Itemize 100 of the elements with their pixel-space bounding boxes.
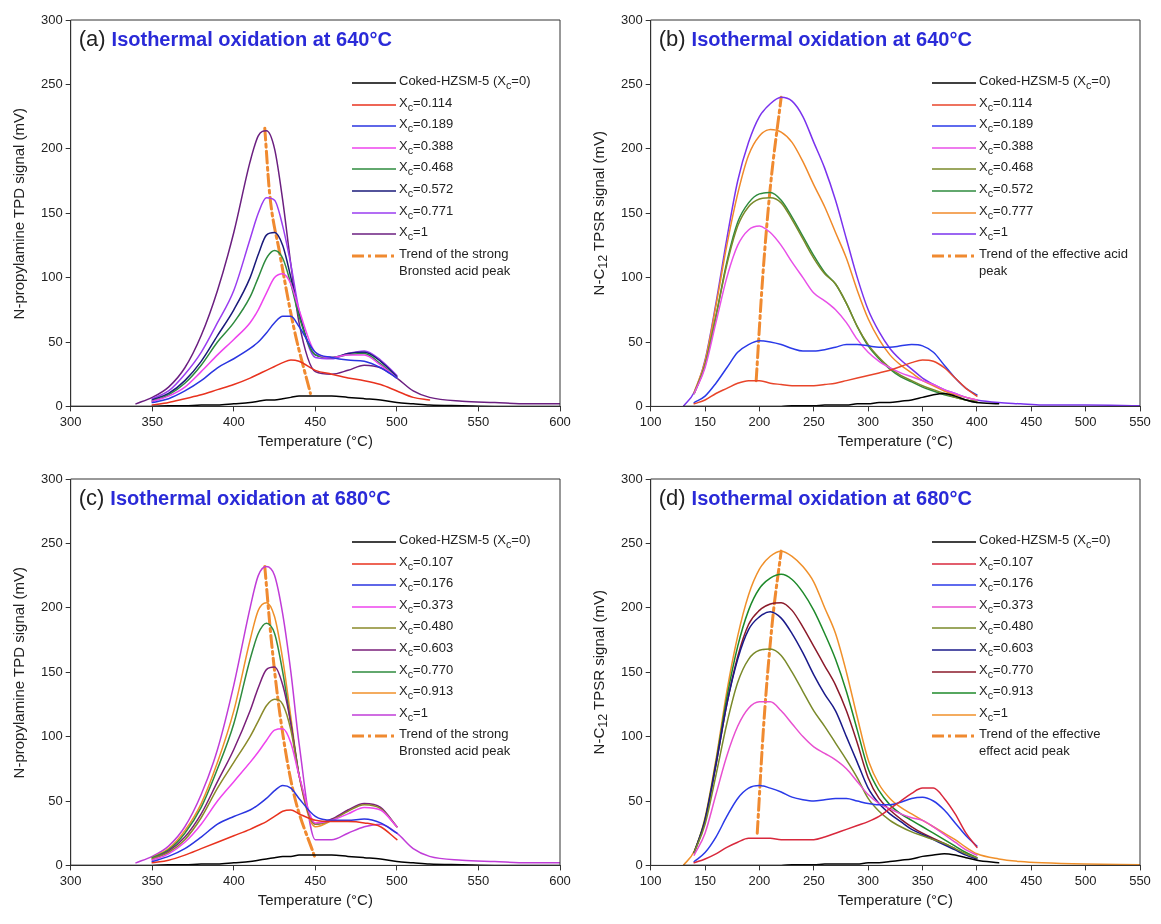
x-tick-label: 400: [966, 872, 988, 888]
y-tick-label: 0: [635, 397, 643, 413]
annotation: (a): [78, 26, 106, 52]
legend-label: X$_{c}$=0.388: [979, 136, 1035, 158]
y-axis-title: N-propylamine TPD signal (mV): [10, 565, 27, 780]
legend-label: Trend of the strong Bronsted acid peak: [399, 244, 512, 279]
x-tick-label: 200: [748, 413, 771, 429]
legend-label: X$_{c}$=0.468: [979, 158, 1035, 179]
x-tick-label: 500: [1074, 872, 1097, 888]
line-series: [151, 315, 398, 404]
y-tick-label: 150: [620, 204, 643, 220]
line-series: [693, 359, 978, 405]
legend-label: X$_{c}$=0.388: [399, 136, 455, 158]
x-tick-label: 150: [694, 413, 716, 429]
y-tick-label: 100: [40, 728, 63, 744]
x-axis-title: Temperature (°C): [256, 891, 374, 909]
line-series: [151, 272, 398, 402]
line-series: [151, 809, 398, 864]
legend-label: Coked-HZSM-5 (X$_{c}$=0): [399, 72, 532, 93]
y-tick-label: 150: [40, 204, 63, 220]
legend-label: X$_{c}$=0.176: [979, 574, 1035, 595]
y-tick-label: 300: [40, 470, 63, 486]
line-series: [151, 728, 398, 861]
legend-label: X$_{c}$=1: [399, 223, 429, 244]
legend-label: Coked-HZSM-5 (X$_{c}$=0): [979, 72, 1112, 93]
line-series: [151, 196, 398, 400]
y-tick-label: 0: [55, 856, 63, 872]
legend-label: Trend of the strong Bronsted acid peak: [399, 725, 512, 760]
x-tick-label: 550: [467, 872, 490, 888]
x-axis-title: Temperature (°C): [256, 432, 374, 450]
legend-label: X$_{c}$=1: [979, 703, 1009, 725]
line-series: [693, 339, 978, 404]
x-tick-label: 400: [222, 872, 245, 888]
legend-label: X$_{c}$=0.107: [399, 552, 455, 574]
y-tick-label: 300: [620, 470, 643, 486]
y-tick-label: 200: [620, 140, 643, 156]
x-tick-label: 350: [911, 413, 934, 429]
line-series: [693, 701, 978, 856]
x-tick-label: 600: [549, 872, 571, 888]
y-tick-label: 100: [620, 269, 643, 285]
y-tick-label: 300: [40, 11, 63, 27]
line-series: [135, 565, 560, 864]
legend-label: X$_{c}$=0.603: [979, 638, 1035, 660]
line-series: [682, 96, 1140, 407]
y-axis-title: N-propylamine TPD signal (mV): [10, 106, 27, 321]
x-tick-label: 500: [386, 413, 408, 429]
chart-title: Isothermal oxidation at 680°C: [691, 487, 972, 510]
x-tick-label: 250: [802, 872, 825, 888]
x-tick-label: 550: [467, 413, 490, 429]
line-series: [151, 622, 300, 859]
y-tick-label: 50: [48, 792, 63, 808]
legend-label: X$_{c}$=1: [399, 703, 429, 725]
x-tick-label: 400: [966, 413, 988, 429]
line-series: [151, 359, 431, 406]
x-axis-title: Temperature (°C): [836, 891, 954, 909]
legend-label: X$_{c}$=0.572: [979, 179, 1035, 201]
y-tick-label: 100: [40, 269, 63, 285]
x-tick-label: 300: [857, 413, 880, 429]
y-tick-label: 100: [620, 728, 643, 744]
legend-label: X$_{c}$=0.770: [399, 660, 455, 682]
x-tick-label: 450: [304, 872, 327, 888]
legend-label: X$_{c}$=0.480: [979, 617, 1035, 638]
x-tick-label: 500: [1074, 413, 1097, 429]
y-tick-label: 0: [55, 397, 63, 413]
annotation: (c): [78, 485, 105, 511]
chart-title: Isothermal oxidation at 640°C: [691, 28, 972, 51]
y-tick-label: 200: [620, 599, 643, 615]
y-tick-label: 250: [40, 534, 63, 550]
x-tick-label: 300: [857, 872, 880, 888]
x-tick-label: 200: [748, 872, 771, 888]
y-tick-label: 200: [40, 599, 63, 615]
legend-label: X$_{c}$=0.572: [399, 179, 455, 201]
annotation: (b): [658, 26, 686, 52]
y-tick-label: 250: [40, 75, 63, 91]
legend-label: X$_{c}$=0.189: [979, 115, 1035, 136]
x-tick-label: 350: [141, 872, 164, 888]
y-tick-label: 50: [48, 333, 63, 349]
x-tick-label: 450: [304, 413, 327, 429]
line-series: [682, 550, 1140, 866]
line-series: [135, 130, 560, 405]
line-series: [263, 126, 312, 396]
x-tick-label: 600: [549, 413, 571, 429]
y-tick-label: 50: [628, 792, 643, 808]
legend-label: Trend of the effective effect acid peak: [979, 725, 1102, 760]
x-tick-label: 350: [911, 872, 934, 888]
legend-label: X$_{c}$=0.373: [979, 595, 1035, 617]
line-series: [693, 648, 978, 859]
x-tick-label: 500: [386, 872, 408, 888]
y-tick-label: 150: [40, 663, 63, 679]
annotation: (d): [658, 485, 686, 511]
legend-label: Trend of the effective acid peak: [979, 244, 1129, 279]
x-tick-label: 550: [1129, 872, 1151, 888]
x-tick-label: 550: [1129, 413, 1151, 429]
x-tick-label: 150: [694, 872, 716, 888]
y-tick-label: 50: [628, 333, 643, 349]
legend-label: X$_{c}$=0.107: [979, 552, 1035, 574]
legend-label: X$_{c}$=0.603: [399, 638, 455, 660]
y-tick-label: 300: [620, 11, 643, 27]
legend-label: X$_{c}$=0.480: [399, 617, 455, 638]
x-tick-label: 400: [222, 413, 245, 429]
